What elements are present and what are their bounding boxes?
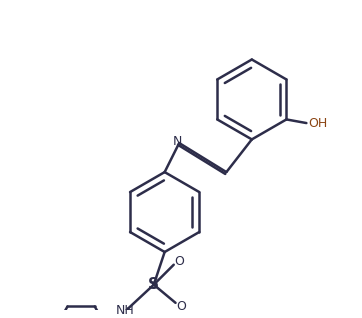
Text: NH: NH bbox=[115, 304, 134, 317]
Text: O: O bbox=[176, 300, 186, 313]
Text: S: S bbox=[148, 277, 159, 292]
Text: OH: OH bbox=[308, 117, 328, 129]
Text: N: N bbox=[173, 135, 182, 148]
Text: O: O bbox=[174, 255, 184, 267]
